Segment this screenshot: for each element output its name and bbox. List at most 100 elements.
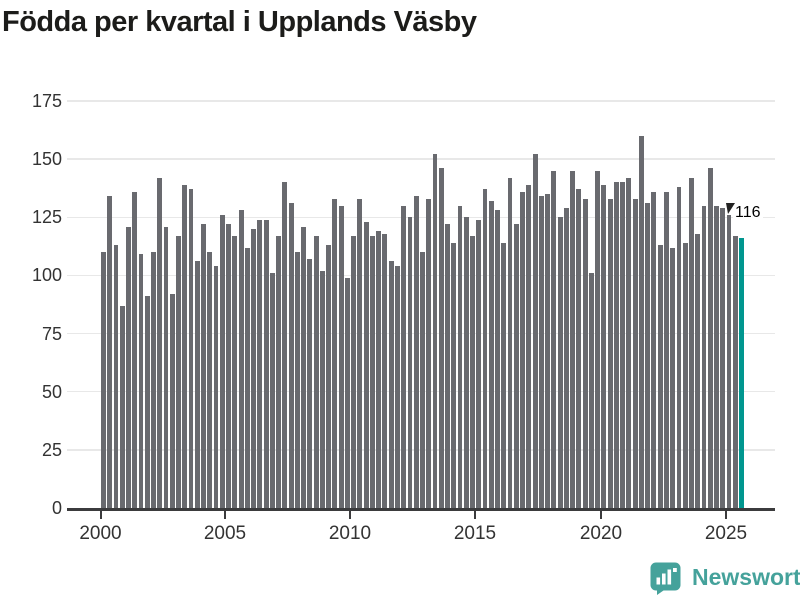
bar-2001Q3: [138, 254, 144, 508]
bar-2003Q4: [194, 261, 200, 508]
bar-2010Q3: [363, 221, 369, 508]
x-axis-label-2005: 2005: [203, 523, 247, 544]
bar-2025Q3: [739, 238, 744, 508]
bar-2019Q1: [576, 189, 582, 508]
bar-2021Q1: [626, 177, 632, 508]
bar-2019Q2: [582, 198, 588, 508]
y-axis-label-175: 175: [31, 91, 62, 111]
x-axis-line: [67, 508, 775, 511]
bar-2022Q4: [670, 247, 676, 508]
bar-2005Q4: [244, 247, 250, 508]
bar-2005Q1: [226, 224, 231, 508]
bar-2005Q2: [232, 235, 238, 508]
bar-2000Q4: [119, 305, 125, 508]
bar-2010Q1: [351, 235, 357, 508]
annotation-pointer-icon: [726, 203, 736, 214]
bar-2023Q3: [689, 177, 694, 508]
bar-2003Q2: [182, 184, 188, 508]
highlight-value-label: 116: [733, 204, 763, 222]
bar-2020Q2: [607, 198, 613, 508]
bar-2013Q2: [432, 154, 438, 508]
bar-2008Q4: [319, 270, 325, 508]
bar-2023Q2: [682, 242, 688, 508]
bar-2015Q3: [488, 201, 494, 508]
bar-2021Q4: [645, 203, 651, 508]
x-axis-tick-2010: [349, 510, 351, 519]
bar-2024Q3: [714, 205, 719, 508]
bar-2022Q2: [657, 245, 663, 508]
bar-2022Q3: [663, 191, 669, 508]
bar-2017Q1: [526, 184, 532, 508]
bar-2013Q1: [426, 198, 432, 508]
y-axis-label-125: 125: [31, 207, 62, 228]
bar-2001Q4: [144, 296, 150, 508]
bar-2022Q1: [651, 191, 657, 508]
bar-2002Q1: [151, 252, 156, 508]
bar-2012Q1: [401, 205, 407, 508]
bar-2012Q3: [413, 196, 419, 508]
bar-2020Q1: [601, 184, 607, 508]
bar-2006Q1: [251, 228, 257, 508]
bar-2006Q4: [269, 273, 275, 508]
bar-2010Q2: [357, 198, 363, 508]
bar-2024Q2: [707, 168, 713, 508]
x-axis-tick-2000: [99, 510, 102, 519]
bar-2009Q1: [326, 245, 332, 508]
bar-2007Q2: [282, 182, 288, 508]
bar-2009Q2: [332, 198, 338, 508]
bar-2019Q4: [595, 170, 601, 508]
bar-2001Q1: [126, 226, 131, 508]
x-axis-label-2020: 2020: [579, 523, 623, 544]
gridline-175: [67, 100, 775, 102]
bar-2007Q1: [276, 235, 282, 508]
y-axis-label-0: 0: [51, 498, 62, 518]
bar-2016Q4: [520, 191, 525, 508]
bar-2015Q4: [495, 210, 500, 508]
bar-2011Q2: [382, 233, 388, 508]
bar-2014Q1: [451, 242, 457, 508]
bar-2015Q1: [476, 219, 482, 508]
y-axis-label-75: 75: [41, 323, 62, 344]
bar-2018Q3: [563, 207, 569, 508]
bar-2006Q2: [257, 219, 263, 508]
x-axis-tick-2005: [224, 510, 226, 519]
bar-2012Q4: [420, 252, 425, 508]
bar-2011Q1: [376, 231, 382, 508]
bar-2004Q1: [201, 224, 206, 508]
bar-2014Q3: [463, 217, 469, 508]
bar-2002Q2: [157, 177, 163, 508]
x-axis-tick-2015: [474, 510, 476, 519]
bar-2004Q3: [213, 266, 219, 508]
bar-2018Q1: [551, 170, 557, 508]
bar-2001Q2: [132, 191, 138, 508]
bar-2005Q3: [238, 210, 244, 508]
gridline-125: [67, 216, 775, 219]
bar-2010Q4: [369, 235, 375, 508]
bar-2018Q2: [557, 217, 563, 508]
bar-2015Q2: [482, 189, 488, 508]
gridline-150: [67, 158, 775, 160]
bar-2003Q1: [176, 235, 181, 508]
newsworthy-logo: Newsworthy: [648, 560, 800, 595]
bar-2009Q4: [344, 277, 350, 508]
bar-2017Q4: [545, 194, 551, 508]
x-axis-label-2025: 2025: [704, 523, 748, 544]
bar-2024Q4: [720, 207, 726, 508]
bar-2006Q3: [263, 219, 269, 508]
bar-2008Q2: [307, 259, 313, 508]
bar-2008Q3: [313, 235, 319, 508]
bar-2016Q3: [513, 224, 519, 508]
bar-2023Q1: [676, 187, 682, 508]
x-axis-label-2010: 2010: [328, 523, 372, 544]
bar-2002Q4: [169, 294, 175, 508]
bar-2024Q1: [701, 205, 707, 508]
bar-2000Q1: [101, 252, 106, 508]
bar-2009Q3: [338, 205, 344, 508]
y-axis-label-100: 100: [31, 265, 62, 286]
bar-2020Q4: [620, 182, 626, 508]
bar-2007Q3: [288, 203, 294, 508]
bar-2000Q2: [107, 196, 113, 508]
bar-2019Q3: [588, 273, 594, 508]
bar-2025Q1: [726, 214, 732, 508]
bar-2020Q3: [613, 182, 619, 508]
